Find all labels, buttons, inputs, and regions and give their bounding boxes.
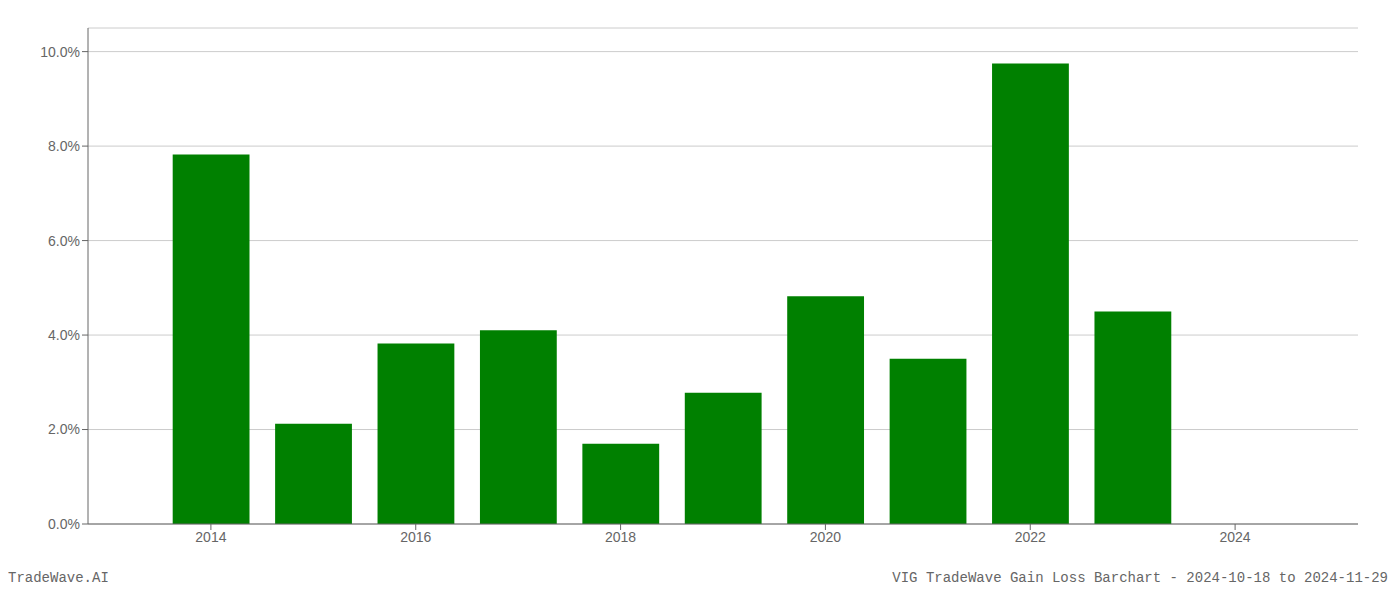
svg-text:4.0%: 4.0% — [48, 327, 80, 343]
svg-text:0.0%: 0.0% — [48, 516, 80, 532]
svg-text:2014: 2014 — [195, 529, 226, 545]
svg-text:2024: 2024 — [1220, 529, 1251, 545]
svg-text:2018: 2018 — [605, 529, 636, 545]
html-text:VIG TradeWave Gain Loss Barcha: VIG TradeWave Gain Loss Barchart - 2024-… — [892, 570, 1388, 586]
svg-text:6.0%: 6.0% — [48, 233, 80, 249]
html-text:TradeWave.AI: TradeWave.AI — [8, 570, 109, 586]
svg-text:2.0%: 2.0% — [48, 421, 80, 437]
svg-text:10.0%: 10.0% — [40, 44, 80, 60]
svg-text:2022: 2022 — [1015, 529, 1046, 545]
svg-text:8.0%: 8.0% — [48, 138, 80, 154]
svg-text:2016: 2016 — [400, 529, 431, 545]
svg-text:2020: 2020 — [810, 529, 841, 545]
